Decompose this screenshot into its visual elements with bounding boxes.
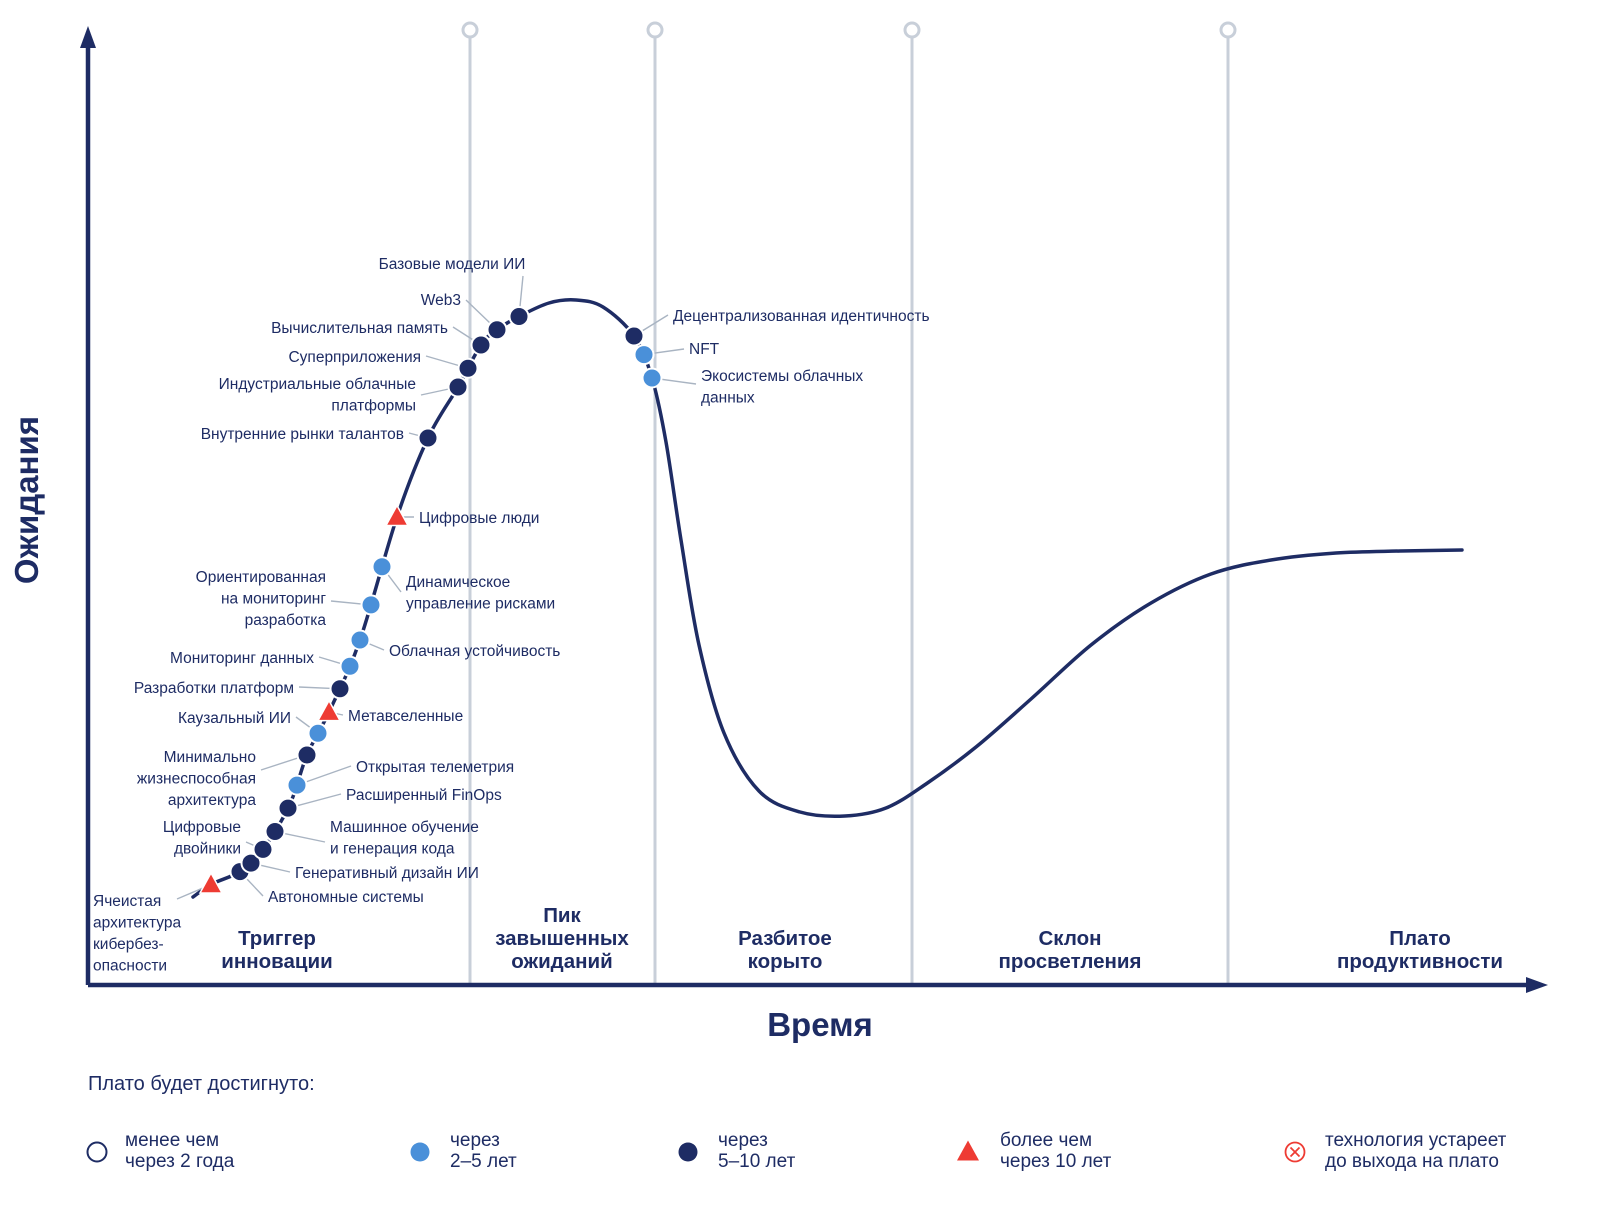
legend-marker-obsolete-cross bbox=[1289, 1146, 1301, 1158]
y-axis-arrow bbox=[80, 26, 96, 48]
label-digital-humans: Цифровые люди bbox=[419, 510, 539, 527]
x-axis-arrow bbox=[1526, 977, 1548, 993]
phase-label-5: Плато продуктивности bbox=[1337, 927, 1503, 973]
point-mesh-cybersecurity bbox=[198, 871, 224, 894]
legend-item-label-2: через 2–5 лет bbox=[450, 1130, 517, 1172]
legend-item-label-5: технология устареет до выхода на плато bbox=[1325, 1130, 1507, 1172]
label-causal-ai: Каузальный ИИ bbox=[178, 710, 291, 727]
point-augmented-finops bbox=[277, 797, 299, 819]
point-ai-foundation-models bbox=[508, 306, 530, 328]
point-nft bbox=[633, 344, 655, 366]
legend-marker-dark-circle bbox=[678, 1142, 698, 1162]
label-digital-twins: Цифровые двойники bbox=[163, 819, 241, 858]
label-internal-talent-markets: Внутренние рынки талантов bbox=[201, 426, 404, 443]
point-dynamic-risk-management bbox=[371, 556, 393, 578]
label-mesh-cybersecurity: Ячеистая архитектура кибербез-опасности bbox=[93, 893, 181, 975]
label-cloud-sustainability: Облачная устойчивость bbox=[389, 643, 560, 660]
label-decentralized-identity: Децентрализованная идентичность bbox=[673, 308, 930, 325]
point-internal-talent-markets bbox=[417, 427, 439, 449]
point-industry-cloud-platforms bbox=[447, 376, 469, 398]
point-ml-code-generation bbox=[264, 821, 286, 843]
label-data-observability: Мониторинг данных bbox=[170, 650, 314, 667]
phase-divider-cap bbox=[646, 21, 664, 39]
legend-item-label-4: более чем через 10 лет bbox=[1000, 1130, 1112, 1172]
point-open-telemetry bbox=[286, 774, 308, 796]
point-observability-driven-development bbox=[360, 594, 382, 616]
phase-divider-cap bbox=[461, 21, 479, 39]
legend-item-label-3: через 5–10 лет bbox=[718, 1130, 796, 1172]
label-dynamic-risk-management: Динамическое управление рисками bbox=[406, 574, 555, 613]
label-ml-code-generation: Машинное обучение и генерация кода bbox=[330, 819, 479, 858]
phase-divider-cap bbox=[903, 21, 921, 39]
point-superapps bbox=[457, 357, 479, 379]
label-autonomous-systems: Автономные системы bbox=[268, 889, 424, 906]
legend-item-label-1: менее чем через 2 года bbox=[125, 1130, 235, 1172]
label-metaverse: Метавселенные bbox=[348, 708, 463, 725]
point-cloud-sustainability bbox=[349, 629, 371, 651]
phase-label-3: Разбитое корыто bbox=[738, 927, 832, 973]
point-platform-engineering bbox=[329, 678, 351, 700]
data-points bbox=[198, 306, 663, 894]
phase-dividers bbox=[461, 21, 1237, 985]
point-causal-ai bbox=[307, 722, 329, 744]
legend: Плато будет достигнуто: менее чем через 2… bbox=[86, 1073, 1507, 1172]
legend-marker-open-circle bbox=[86, 1141, 108, 1163]
label-cloud-data-ecosystems: Экосистемы облачных данных bbox=[701, 368, 863, 407]
label-observability-driven-development: Ориентированная на мониторинг разработка bbox=[196, 569, 327, 629]
legend-marker-obsolete-circle bbox=[1284, 1141, 1306, 1163]
label-computational-memory: Вычислительная память bbox=[271, 320, 448, 337]
point-computational-memory bbox=[470, 334, 492, 356]
point-cloud-data-ecosystems bbox=[641, 367, 663, 389]
label-minimum-viable-architecture: Минимально жизнеспособная архитектура bbox=[137, 749, 256, 809]
phase-label-2: Пик завышенных ожиданий bbox=[495, 904, 629, 973]
label-augmented-finops: Расширенный FinOps bbox=[346, 787, 502, 804]
label-nft: NFT bbox=[689, 341, 720, 358]
axes bbox=[80, 26, 1548, 993]
legend-title: Плато будет достигнуто: bbox=[88, 1073, 315, 1095]
point-digital-twins bbox=[252, 838, 274, 860]
y-axis-label: Ожидания bbox=[8, 416, 45, 584]
point-decentralized-identity bbox=[623, 325, 645, 347]
label-ai-foundation-models: Базовые модели ИИ bbox=[379, 256, 526, 273]
label-open-telemetry: Открытая телеметрия bbox=[356, 759, 514, 776]
phase-label-1: Триггер инновации bbox=[221, 927, 332, 973]
phase-divider-cap bbox=[1219, 21, 1237, 39]
point-minimum-viable-architecture bbox=[296, 744, 318, 766]
label-generative-design-ai: Генеративный дизайн ИИ bbox=[295, 865, 479, 882]
phase-labels: Триггер инновации Пик завышенных ожиданий Раз… bbox=[221, 904, 1503, 973]
point-digital-humans bbox=[384, 503, 410, 527]
phase-label-4: Склон просветления bbox=[999, 927, 1142, 973]
label-platform-engineering: Разработки платформ bbox=[134, 680, 294, 697]
x-axis-label: Время bbox=[767, 1006, 873, 1043]
legend-marker-light-circle bbox=[410, 1142, 430, 1162]
point-data-observability bbox=[339, 655, 361, 677]
point-generative-design-ai bbox=[240, 852, 262, 874]
label-industry-cloud-platforms: Индустриальные облачные платформы bbox=[219, 376, 416, 415]
point-web3 bbox=[486, 319, 508, 341]
point-labels: Ячеистая архитектура кибербез-опасности Авт… bbox=[93, 256, 930, 975]
point-metaverse bbox=[316, 699, 342, 722]
label-web3: Web3 bbox=[421, 292, 461, 309]
label-superapps: Суперприложения bbox=[288, 349, 421, 366]
legend-marker-triangle bbox=[957, 1140, 979, 1161]
